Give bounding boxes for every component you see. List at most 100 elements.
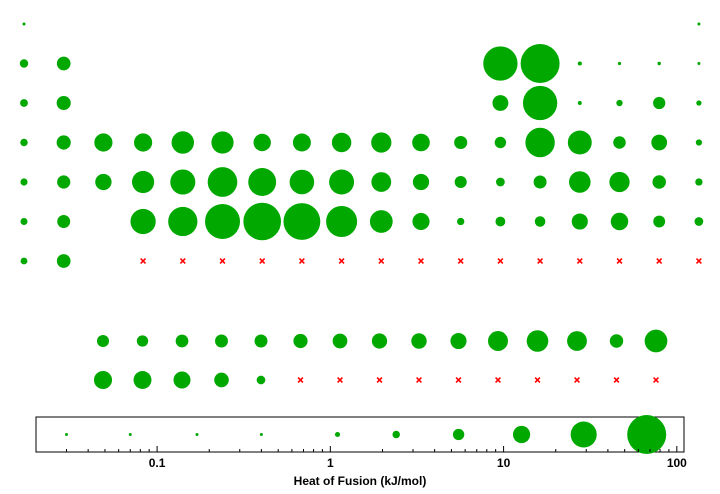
- element-marker: [326, 205, 358, 238]
- element-marker: [450, 332, 467, 350]
- element-marker: [20, 178, 28, 186]
- element-marker: [20, 99, 28, 107]
- element-marker: [20, 257, 28, 265]
- element-marker: [329, 169, 355, 195]
- element-marker: [130, 208, 156, 235]
- element-marker: [569, 171, 591, 193]
- legend-dot: [65, 433, 69, 436]
- element-marker: [494, 136, 507, 149]
- element-marker: [412, 133, 430, 152]
- element-marker: [483, 46, 518, 81]
- element-marker: [95, 173, 112, 191]
- element-marker: [371, 172, 392, 192]
- element-marker: [697, 62, 701, 65]
- element-marker: [243, 202, 282, 241]
- size-legend: 0.1 1 10 100: [35, 415, 687, 470]
- element-marker: [492, 95, 509, 111]
- legend-dot: [452, 428, 465, 441]
- legend-dot: [195, 433, 199, 436]
- element-marker: [697, 22, 701, 26]
- x-tick-label: 10: [497, 456, 511, 470]
- legend-dot: [259, 432, 263, 437]
- element-marker: [93, 370, 113, 390]
- missing-value-marker: [337, 377, 343, 383]
- missing-value-marker: [416, 377, 422, 383]
- element-marker: [522, 85, 558, 121]
- element-marker: [652, 175, 666, 189]
- legend-dot: [570, 421, 597, 448]
- x-tick-label: 100: [667, 456, 687, 470]
- element-marker: [653, 96, 666, 110]
- element-marker: [696, 100, 702, 106]
- element-marker: [695, 139, 703, 146]
- element-marker: [520, 44, 560, 83]
- element-marker: [96, 334, 110, 348]
- missing-value-marker: [616, 258, 623, 264]
- missing-value-marker: [179, 258, 186, 264]
- missing-value-marker: [457, 258, 464, 264]
- missing-value-marker: [613, 377, 620, 383]
- element-marker: [248, 168, 277, 196]
- element-marker: [653, 215, 666, 228]
- element-marker: [496, 177, 505, 187]
- element-marker: [610, 212, 629, 231]
- element-marker: [173, 371, 191, 389]
- element-marker: [616, 99, 623, 107]
- legend-dot: [627, 415, 667, 454]
- legend-ticks: 0.1 1 10 100: [35, 446, 687, 470]
- missing-value-marker: [140, 258, 147, 264]
- element-marker: [207, 167, 238, 197]
- missing-value-marker: [338, 258, 345, 264]
- missing-value-marker: [534, 377, 541, 383]
- legend-dot: [334, 431, 341, 438]
- element-marker: [214, 372, 229, 388]
- element-marker: [136, 335, 149, 347]
- element-marker: [617, 61, 622, 66]
- element-marker: [577, 61, 582, 66]
- missing-value-marker: [497, 258, 504, 264]
- missing-value-marker: [537, 258, 544, 264]
- element-marker: [20, 218, 28, 225]
- element-marker: [495, 216, 506, 227]
- element-marker: [22, 22, 26, 26]
- element-marker: [57, 175, 71, 189]
- element-marker: [331, 132, 352, 153]
- element-marker: [577, 101, 582, 105]
- missing-value-marker: [418, 258, 424, 264]
- element-marker: [133, 371, 152, 389]
- element-marker: [56, 95, 71, 111]
- element-marker: [332, 333, 348, 349]
- element-marker: [369, 210, 393, 233]
- element-marker: [215, 334, 228, 348]
- element-marker: [454, 135, 468, 150]
- element-marker: [292, 133, 311, 152]
- legend-dot: [128, 433, 132, 436]
- missing-value-marker: [376, 377, 383, 383]
- x-axis-title: Heat of Fusion (kJ/mol): [294, 474, 427, 488]
- element-marker: [657, 61, 661, 66]
- element-marker: [253, 133, 271, 152]
- element-marker: [254, 334, 268, 348]
- element-marker: [289, 169, 315, 195]
- element-marker: [256, 375, 266, 385]
- element-marker: [56, 135, 71, 150]
- element-marker: [371, 132, 392, 153]
- missing-value-marker: [259, 258, 266, 264]
- element-marker: [488, 331, 508, 351]
- element-marker: [168, 206, 198, 237]
- element-marker: [175, 334, 189, 348]
- element-marker: [567, 331, 587, 351]
- element-marker: [19, 59, 29, 68]
- missing-value-marker: [656, 258, 663, 264]
- element-marker: [609, 334, 624, 348]
- element-marker: [526, 330, 549, 352]
- missing-value-marker: [297, 377, 304, 383]
- legend-frame: [35, 416, 685, 453]
- element-marker: [411, 333, 427, 349]
- missing-value-marker: [455, 377, 462, 383]
- missing-value-marker: [378, 258, 385, 264]
- element-marker: [694, 217, 704, 226]
- legend-dot: [392, 430, 400, 439]
- x-tick-label: 1: [327, 456, 334, 470]
